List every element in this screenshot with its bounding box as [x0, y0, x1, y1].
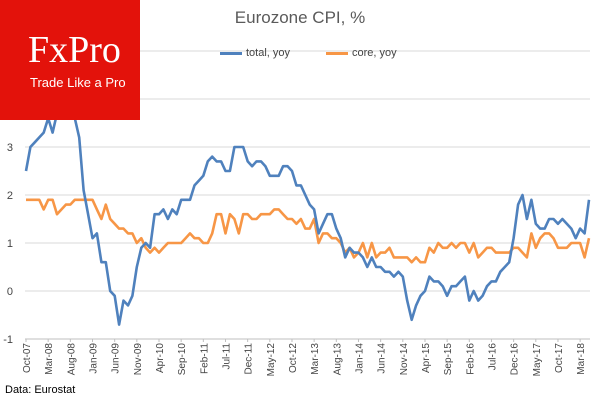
x-tick-label: Jul-11 — [221, 343, 232, 370]
x-tick-label: Oct-12 — [288, 343, 299, 373]
x-axis: Oct-07 Mar-08 Aug-08 Jan-09 Jun-09 Nov-09 Apr-… — [22, 339, 587, 376]
x-tick-label: Apr-10 — [155, 343, 166, 373]
x-tick-label: May-12 — [266, 343, 277, 377]
x-tick-label: Jan-09 — [88, 343, 99, 374]
x-tick-label: Nov-14 — [399, 343, 410, 376]
x-tick-label: Apr-15 — [421, 343, 432, 373]
x-tick-label: Sep-15 — [443, 343, 454, 376]
x-tick-label: Dec-16 — [510, 343, 521, 376]
logo-tagline: Trade Like a Pro — [30, 75, 126, 90]
x-tick-label: Feb-16 — [465, 343, 476, 375]
series-line-total — [24, 97, 591, 326]
x-tick-label: Dec-11 — [244, 343, 255, 375]
legend-item-core: core, yoy — [326, 47, 397, 59]
x-tick-label: Feb-11 — [199, 343, 210, 374]
x-tick-label: Oct-17 — [554, 343, 565, 373]
y-tick-label: 2 — [7, 190, 13, 202]
x-tick-label: Sep-10 — [177, 343, 188, 376]
x-tick-label: Aug-08 — [66, 343, 77, 376]
legend-swatch-total — [220, 51, 242, 55]
x-tick-label: Jun-09 — [111, 343, 122, 374]
source-note: Data: Eurostat — [5, 384, 76, 396]
legend-swatch-core — [326, 51, 348, 55]
x-tick-label: Mar-13 — [310, 343, 321, 375]
series-line-core — [26, 198, 591, 264]
legend-item-total: total, yoy — [220, 47, 290, 59]
x-tick-label: Nov-09 — [133, 343, 144, 376]
x-tick-label: Mar-18 — [576, 343, 587, 375]
y-tick-label: 0 — [7, 286, 13, 298]
x-tick-label: May-17 — [532, 343, 543, 377]
y-tick-label: 1 — [7, 238, 13, 250]
series-layer — [24, 97, 591, 326]
x-tick-label: Jul-16 — [487, 343, 498, 371]
legend-label-core: core, yoy — [352, 47, 397, 59]
x-tick-label: Jun-14 — [377, 343, 388, 374]
fxpro-logo: FxPro Trade Like a Pro — [0, 0, 140, 120]
x-tick-label: Jan-14 — [354, 343, 365, 374]
logo-brand: FxPro — [28, 29, 121, 71]
y-tick-label: -1 — [3, 334, 13, 346]
x-tick-label: Aug-13 — [332, 343, 343, 376]
x-tick-label: Mar-08 — [44, 343, 55, 375]
legend-label-total: total, yoy — [246, 47, 291, 59]
y-tick-label: 3 — [7, 142, 13, 154]
chart-title: Eurozone CPI, % — [234, 8, 366, 27]
x-tick-label: Oct-07 — [22, 343, 33, 373]
